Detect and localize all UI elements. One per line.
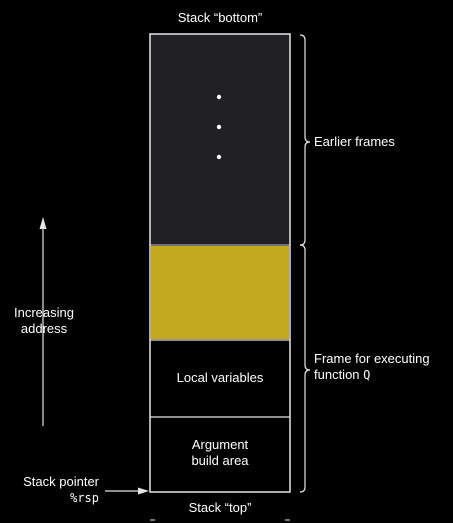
local-variables-label: Local variables: [176, 370, 264, 385]
frame-label-prefix: function: [314, 367, 364, 382]
stack-bottom-label: Stack “bottom”: [177, 10, 263, 25]
earlier-frames-brace: [299, 34, 311, 246]
argument-build-block: [150, 417, 290, 492]
increasing-address-label: Increasing address: [4, 305, 84, 337]
function-name: Q: [363, 368, 371, 382]
stack-pointer-line1: Stack pointer: [23, 474, 99, 489]
stack-pointer-register: %rsp: [70, 491, 99, 505]
ellipsis-dot: [216, 154, 222, 160]
increasing-line2: address: [20, 321, 68, 336]
frame-label-line1: Frame for executing: [314, 351, 430, 366]
highlighted-block: [151, 246, 289, 339]
earlier-frames-block: [150, 34, 290, 244]
stack-pointer-label: Stack pointer %rsp: [4, 474, 99, 506]
ellipsis-dot: [216, 94, 222, 100]
earlier-frames-label: Earlier frames: [314, 134, 395, 149]
frame-brace: [299, 244, 311, 493]
frame-for-executing-label: Frame for executing function Q: [314, 351, 430, 383]
argument-line1: Argument: [191, 437, 249, 452]
frame-label-line2: function Q: [314, 367, 430, 383]
local-variables-block: [150, 340, 290, 417]
stack-pointer-arrowhead: [138, 487, 149, 495]
increasing-address-arrowhead: [39, 217, 47, 229]
stack-outline: [149, 33, 291, 493]
increasing-line1: Increasing: [14, 305, 74, 320]
ellipsis-dot: [216, 124, 222, 130]
argument-line2: build area: [191, 453, 249, 468]
stack-top-label: Stack “top”: [188, 500, 252, 515]
argument-build-area-label: Argument build area: [150, 437, 290, 469]
